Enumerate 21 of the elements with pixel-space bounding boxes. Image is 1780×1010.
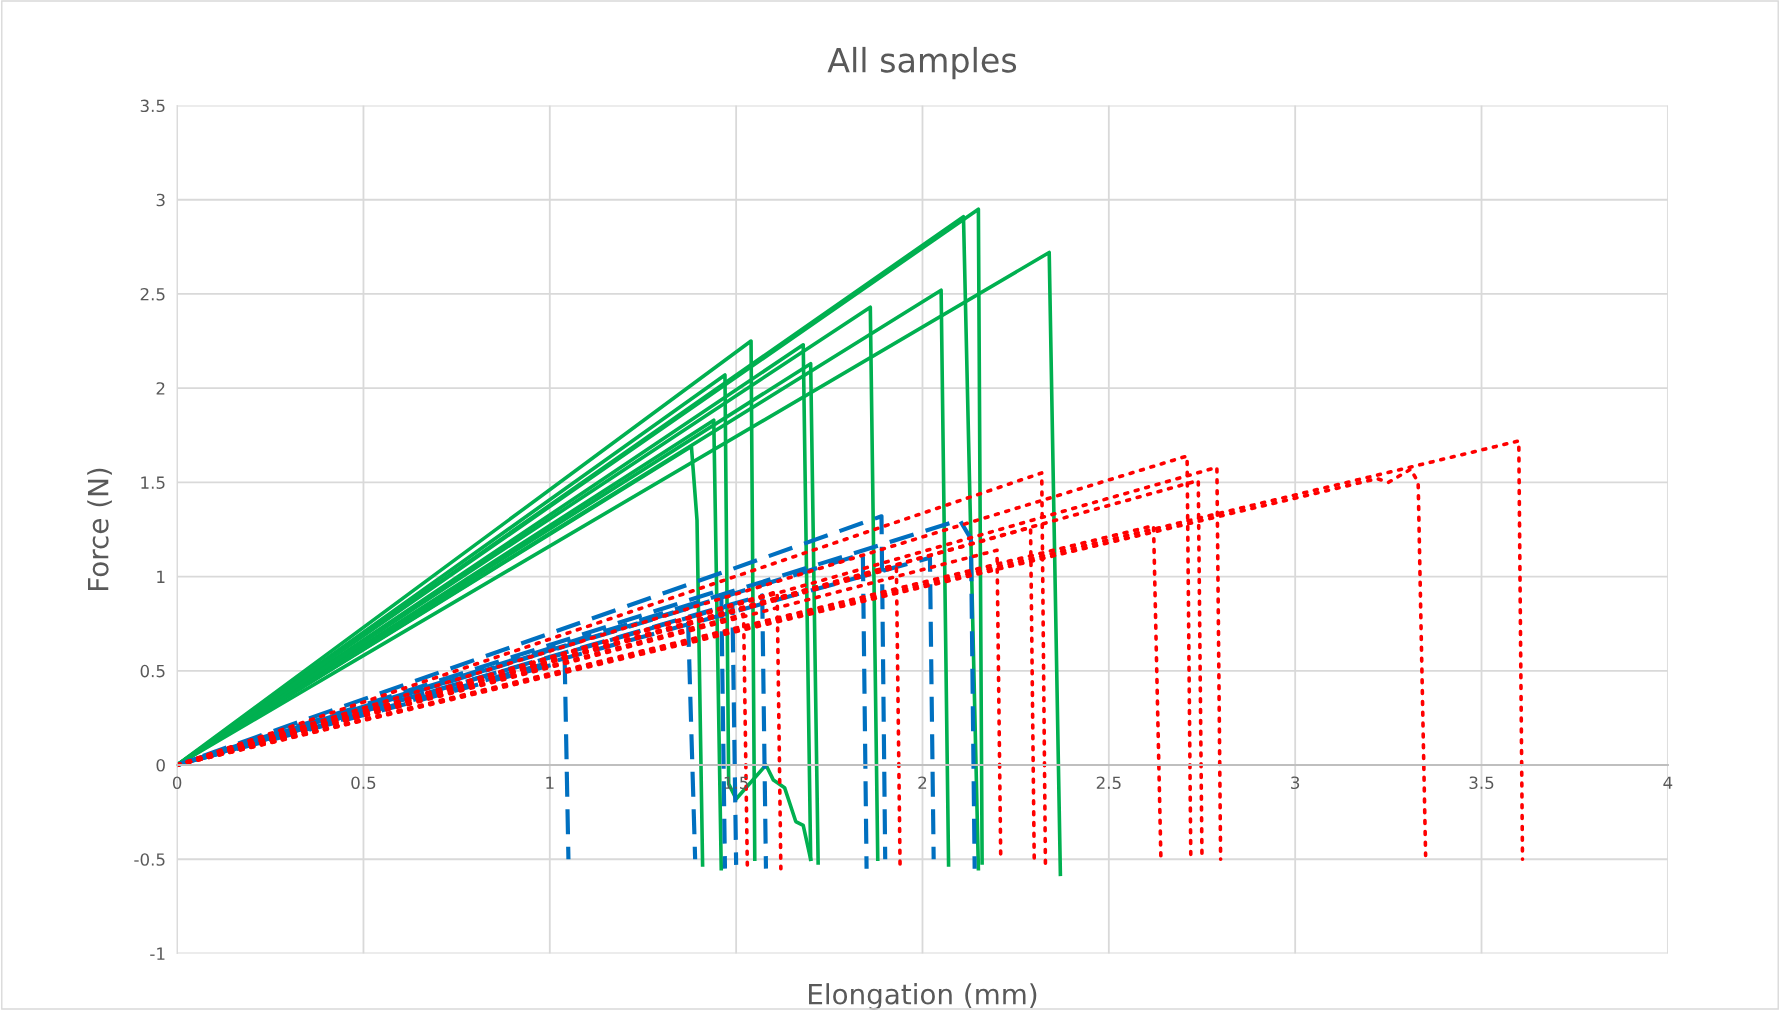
y-tick-label: 0: [156, 758, 165, 772]
y-tick-label: -0.5: [134, 853, 165, 866]
x-axis-title: Elongation (mm): [809, 983, 1037, 1010]
y-tick-label: 1.5: [141, 476, 165, 489]
y-tick-label: 3.5: [140, 99, 165, 113]
y-tick-label: 2.5: [140, 287, 165, 301]
x-tick-label: 4: [1663, 776, 1673, 789]
x-tick-label: 3: [1291, 776, 1300, 790]
chart-title: All samples: [827, 46, 1017, 80]
x-tick-label: 3.5: [1469, 776, 1494, 790]
x-tick-label: 0.5: [351, 776, 376, 790]
y-tick-label: 2: [156, 382, 165, 395]
x-tick-label: 0: [172, 776, 182, 790]
y-tick-label: -1: [150, 947, 165, 960]
x-tick-label: 2.5: [1096, 776, 1121, 790]
y-tick-label: 0.5: [140, 664, 165, 678]
y-tick-label: 3: [156, 193, 165, 207]
y-tick-label: 1: [157, 570, 165, 583]
x-tick-label: 1: [546, 776, 554, 789]
x-tick-label: 2: [918, 776, 927, 789]
y-axis-title: Force (N): [87, 468, 112, 590]
